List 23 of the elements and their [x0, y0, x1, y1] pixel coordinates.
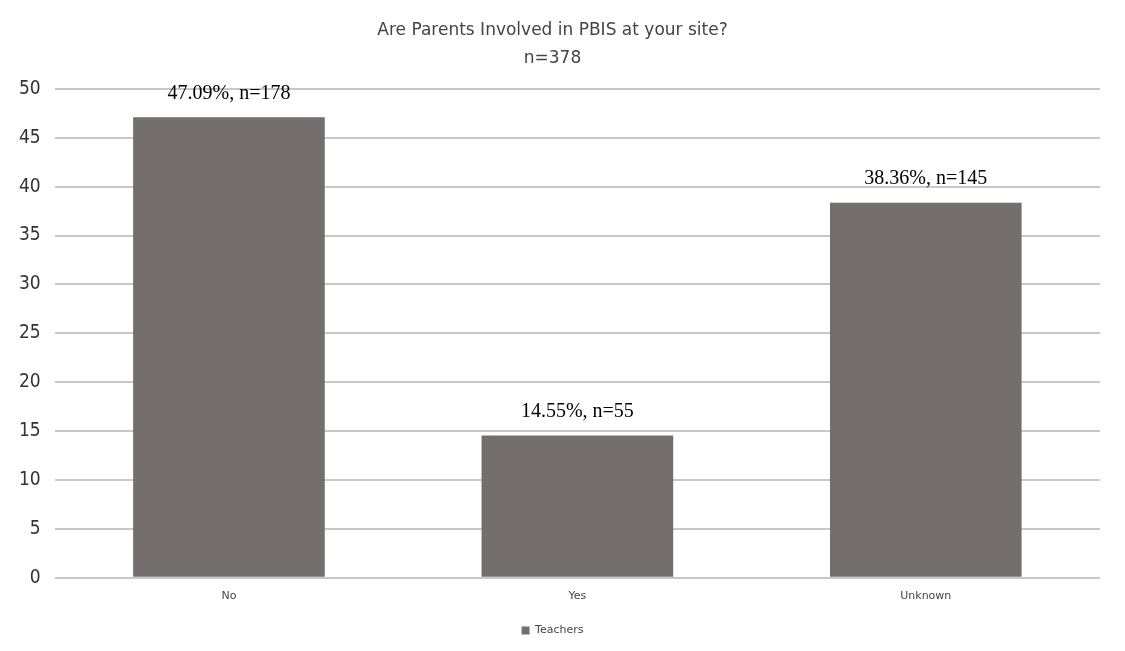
y-tick-label: 5: [29, 515, 41, 538]
y-tick-label: 50: [19, 75, 41, 98]
bar: [481, 435, 674, 577]
chart-title: Are Parents Involved in PBIS at your site?: [377, 18, 728, 39]
data-label: 47.09%, n=178: [167, 80, 291, 103]
y-tick-label: 45: [19, 124, 41, 147]
x-tick-label: No: [221, 589, 237, 603]
y-tick-label: 0: [29, 564, 41, 587]
y-tick-label: 20: [19, 369, 41, 392]
bar: [829, 202, 1022, 577]
x-tick-label: Unknown: [900, 589, 952, 603]
data-label: 14.55%, n=55: [520, 398, 634, 421]
x-tick-label: Yes: [567, 589, 587, 603]
y-tick-label: 10: [19, 466, 41, 489]
bar: [133, 117, 325, 577]
chart-subtitle: n=378: [523, 47, 582, 68]
y-tick-label: 30: [19, 271, 41, 294]
y-tick-label: 35: [19, 222, 41, 245]
y-tick-label: 40: [19, 173, 41, 196]
data-label: 38.36%, n=145: [864, 165, 988, 188]
y-tick-label: 15: [19, 418, 41, 441]
legend-label: Teachers: [534, 623, 584, 637]
y-tick-label: 25: [19, 320, 41, 343]
